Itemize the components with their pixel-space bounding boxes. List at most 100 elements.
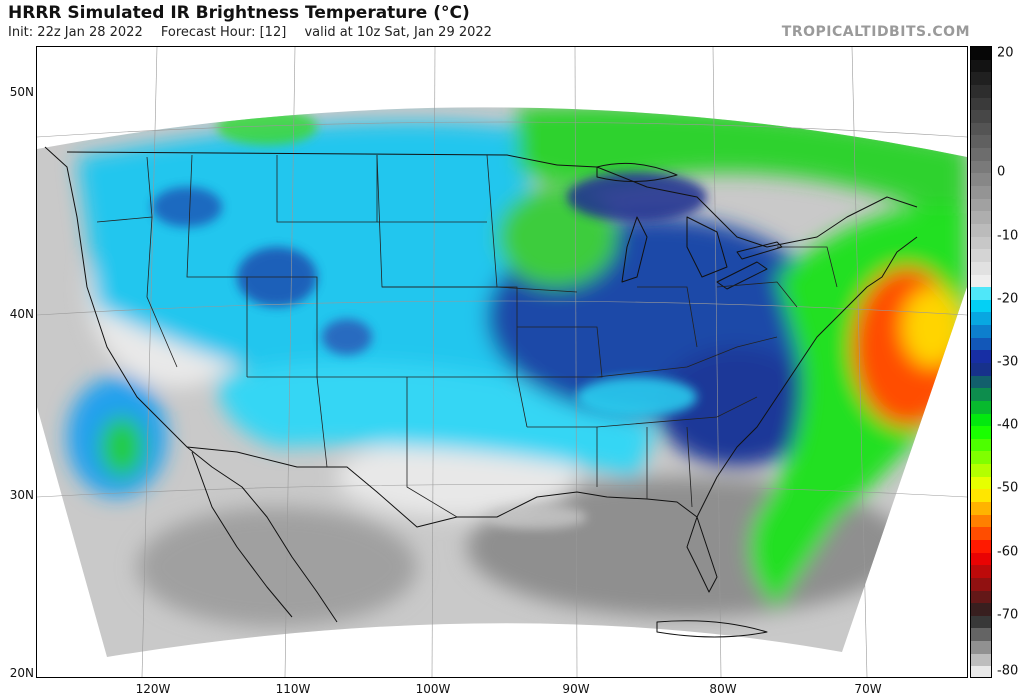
state-border-mt-wy xyxy=(276,155,378,223)
boundaries xyxy=(44,146,918,638)
colorbar-segment xyxy=(971,514,991,528)
gulf-coastline xyxy=(457,491,718,593)
colorbar-segment xyxy=(971,628,991,642)
colorbar-segment xyxy=(971,527,991,541)
gulf-coast-clear xyxy=(487,505,587,529)
colorbar-segment xyxy=(971,489,991,503)
lon-label-110w: 110W xyxy=(275,682,311,696)
state-border-tx xyxy=(406,377,458,518)
temperature-colorbar xyxy=(970,46,992,678)
colorbar-segment xyxy=(971,666,991,677)
map-title: HRRR Simulated IR Brightness Temperature… xyxy=(8,3,470,23)
state-border-ny xyxy=(777,246,838,288)
tennessee-cyan-cell xyxy=(577,377,697,417)
colorbar-segment xyxy=(971,502,991,516)
colorbar-tick-label: -30 xyxy=(997,354,1019,370)
colorbar-segment xyxy=(971,122,991,136)
warm-pacific-area xyxy=(137,507,417,627)
colorbar-tick-label: -50 xyxy=(997,480,1019,496)
state-border-al-ga xyxy=(686,426,693,508)
colorbar-tick-label: -10 xyxy=(997,228,1019,244)
lon-label-100w: 100W xyxy=(415,682,451,696)
header: HRRR Simulated IR Brightness Temperature… xyxy=(0,0,1024,44)
colorbar-segment xyxy=(971,261,991,275)
state-border-nv xyxy=(146,216,178,368)
colorbar-segment xyxy=(971,653,991,667)
state-border-ks-ne xyxy=(382,286,518,377)
satellite-map xyxy=(36,46,968,678)
model-domain xyxy=(37,107,967,657)
colorbar-tick-label: 20 xyxy=(997,45,1014,61)
colorbar-segment xyxy=(971,590,991,604)
state-border-tn-nc xyxy=(596,396,758,428)
colorbar-segment xyxy=(971,211,991,225)
baja-coastline xyxy=(191,451,293,618)
colorbar-tick-label: -40 xyxy=(997,417,1019,433)
colorbar-tick-label: 0 xyxy=(997,164,1006,180)
western-cold-cloud-shield xyxy=(77,121,557,388)
northwest-deep-cell xyxy=(152,187,222,227)
colorbar-segment xyxy=(971,59,991,73)
cuba xyxy=(656,620,768,638)
colorbar-segment xyxy=(971,641,991,655)
state-border-mo xyxy=(517,326,603,378)
colorbar-tick-label: -20 xyxy=(997,291,1019,307)
graticule-30n xyxy=(37,484,967,498)
colorbar-tick-label: -60 xyxy=(997,544,1019,560)
colorbar-segment xyxy=(971,299,991,313)
colorbar-segment xyxy=(971,173,991,187)
colorbar-segment xyxy=(971,160,991,174)
great-lakes-border xyxy=(556,164,918,248)
colorbar-segment xyxy=(971,274,991,288)
graticule-40n xyxy=(37,300,967,316)
mexico-border xyxy=(186,446,458,528)
lon-label-120w: 120W xyxy=(135,682,171,696)
lake-superior xyxy=(596,162,678,182)
colorbar-segment xyxy=(971,388,991,402)
lon-label-70w: 70W xyxy=(854,682,882,696)
forecast-hour: Forecast Hour: [12] xyxy=(160,25,287,40)
graticule-70w xyxy=(851,47,868,677)
pacific-low-green-tops xyxy=(100,417,144,477)
colorbar-segment xyxy=(971,198,991,212)
colorbar-segment xyxy=(971,97,991,111)
colorbar-segment xyxy=(971,413,991,427)
colorbar-segment xyxy=(971,223,991,238)
lat-label-30n: 30N xyxy=(9,488,34,502)
atlantic-coastline xyxy=(696,236,918,518)
colorbar-segment xyxy=(971,236,991,250)
texas-clouds xyxy=(337,437,577,517)
colorbar-segment xyxy=(971,84,991,99)
map-subtitle: Init: 22z Jan 28 2022 Forecast Hour: [12… xyxy=(8,25,506,40)
state-border-id-ut xyxy=(186,154,248,377)
colorbar-segment xyxy=(971,135,991,149)
lat-label-40n: 40N xyxy=(9,307,34,321)
lake-huron xyxy=(686,216,728,278)
graticule-110w xyxy=(284,47,296,677)
colorbar-segment xyxy=(971,539,991,554)
colorbar-segment xyxy=(971,110,991,124)
state-border-oh-pa xyxy=(716,281,798,308)
colorbar-segment xyxy=(971,287,991,301)
lon-label-90w: 90W xyxy=(562,682,590,696)
colorbar-segment xyxy=(971,375,991,389)
pacific-coastline xyxy=(44,146,338,623)
colorbar-segment xyxy=(971,552,991,566)
lat-label-50n: 50N xyxy=(9,85,34,99)
colorbar-tick-label: -80 xyxy=(997,663,1019,679)
init-time: Init: 22z Jan 28 2022 xyxy=(8,25,143,40)
state-border-mn-ia xyxy=(486,154,578,293)
brand-watermark: TROPICALTIDBITS.COM xyxy=(781,24,970,40)
graticule-50n xyxy=(37,121,967,138)
colorbar-segment xyxy=(971,72,991,86)
colorbar-segment xyxy=(971,186,991,200)
map-canvas xyxy=(37,47,967,677)
lat-label-20n: 20N xyxy=(9,666,34,680)
colorbar-segment xyxy=(971,249,991,263)
graticule-80w xyxy=(712,47,722,677)
canada-border xyxy=(66,151,558,166)
colorbar-segment xyxy=(971,47,991,61)
graticule-120w xyxy=(141,47,158,677)
colorbar-segment xyxy=(971,603,991,617)
state-border-ky-va xyxy=(596,336,778,378)
